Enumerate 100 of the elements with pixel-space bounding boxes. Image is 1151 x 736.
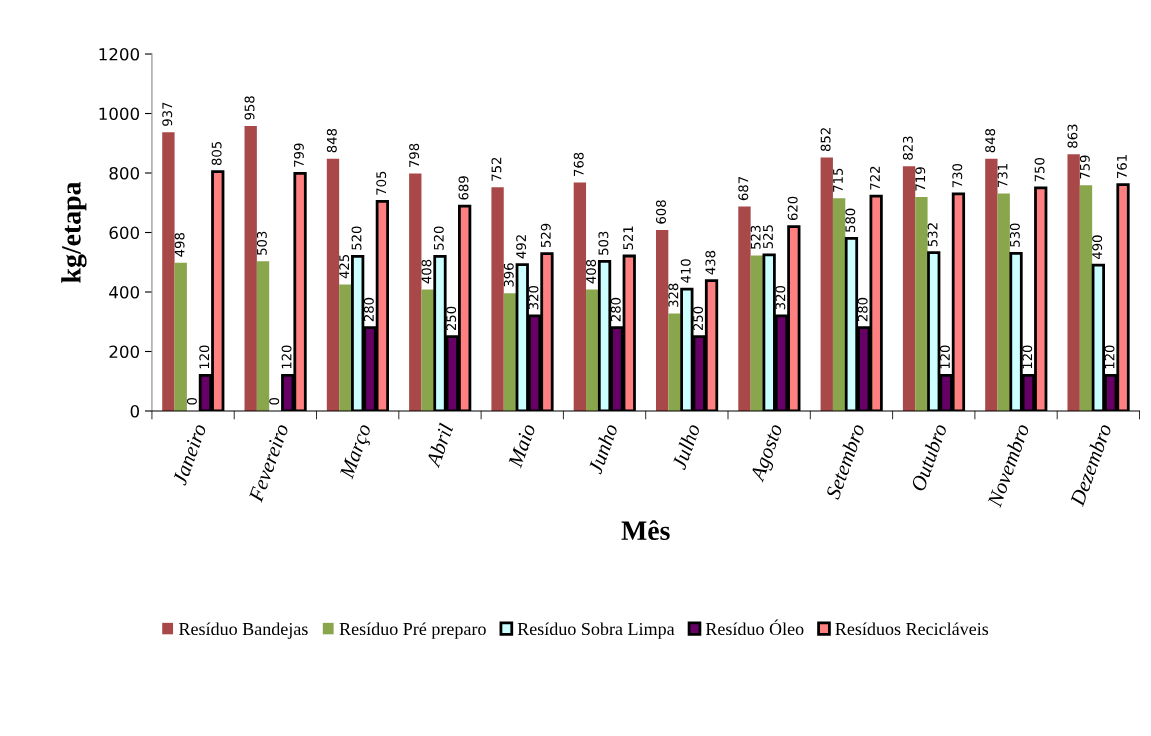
data-label: 250 [446, 306, 457, 331]
bar [586, 289, 599, 411]
data-label: 580 [845, 208, 856, 232]
data-label: 120 [199, 345, 210, 369]
data-label: 722 [869, 166, 880, 190]
bar [1067, 154, 1080, 411]
data-label: 525 [763, 225, 773, 249]
x-axis-title: Mês [621, 520, 670, 541]
data-label: 731 [997, 164, 1008, 187]
data-label: 608 [656, 200, 666, 224]
data-label: 798 [409, 143, 420, 167]
data-label: 396 [503, 263, 514, 287]
bar [256, 261, 270, 411]
legend-label: Resíduos Recicláveis [835, 622, 989, 636]
data-label: 532 [927, 223, 938, 247]
data-label: 848 [326, 128, 337, 153]
x-tick-label: Junho [587, 422, 619, 475]
data-label: 438 [705, 250, 716, 275]
data-label: 408 [421, 259, 432, 284]
data-label: 120 [1104, 345, 1115, 369]
data-label: 280 [363, 297, 374, 322]
data-label: 503 [598, 231, 609, 255]
bar [738, 206, 751, 411]
y-tick-label: 0 [130, 404, 140, 418]
bar [915, 197, 928, 411]
bar [902, 166, 916, 411]
data-label: 719 [915, 167, 926, 191]
data-label: 410 [680, 259, 691, 283]
data-label: 523 [750, 225, 761, 249]
bar [326, 158, 340, 411]
data-label: 705 [376, 171, 387, 195]
data-label: 761 [1116, 155, 1127, 178]
legend-label: Resíduo Bandejas [179, 622, 308, 639]
bar [656, 230, 669, 411]
bar [339, 284, 352, 411]
data-label: 521 [623, 226, 634, 250]
data-label: 320 [528, 285, 539, 310]
y-axis-title: kg/etapa [61, 181, 87, 283]
data-label: 425 [339, 254, 350, 279]
data-label: 750 [1034, 158, 1045, 182]
data-label: 280 [857, 297, 868, 322]
x-tick-label: Agosto [749, 422, 787, 485]
bar [162, 132, 175, 411]
data-label: 863 [1067, 124, 1078, 148]
x-tick-label: Janeiro [172, 422, 207, 486]
y-tick-label: 1000 [99, 107, 140, 121]
y-tick-label: 1200 [99, 47, 140, 61]
data-label: 498 [174, 233, 185, 257]
x-tick-label: Maio [507, 422, 536, 469]
bar [491, 187, 504, 411]
data-label: 620 [787, 196, 798, 221]
data-label: 689 [458, 176, 469, 200]
data-label: 768 [573, 152, 584, 176]
y-tick-label: 800 [109, 166, 140, 180]
data-label: 120 [939, 345, 950, 369]
bar [244, 126, 257, 411]
bar [503, 293, 517, 411]
data-label: 730 [952, 163, 963, 188]
data-label: 280 [610, 297, 621, 322]
data-label: 799 [293, 143, 304, 167]
data-label: 687 [738, 177, 749, 201]
data-label: 823 [902, 136, 913, 160]
bar [750, 255, 763, 411]
data-label: 530 [1009, 223, 1020, 247]
bar [421, 289, 434, 411]
bar [985, 158, 998, 411]
data-label: 490 [1092, 235, 1103, 260]
data-label: 503 [256, 231, 267, 255]
data-label: 937 [162, 102, 173, 126]
data-label: 759 [1079, 155, 1090, 179]
bar [409, 173, 422, 411]
legend-label: Resíduo Óleo [705, 619, 804, 636]
data-label: 120 [281, 345, 292, 369]
x-tick-label: Março [339, 422, 376, 481]
bar [668, 313, 681, 411]
bar [997, 193, 1010, 411]
data-label: 848 [985, 128, 996, 153]
data-label: 320 [775, 285, 786, 310]
data-label: 0 [269, 397, 280, 405]
data-label: 752 [491, 157, 502, 181]
y-tick-label: 200 [109, 345, 140, 359]
legend-label: Resíduo Sobra Limpa [517, 622, 675, 639]
bar [1079, 185, 1093, 411]
data-label: 852 [820, 128, 831, 152]
y-tick-label: 400 [109, 285, 140, 299]
data-label: 520 [351, 226, 362, 250]
bar [573, 182, 587, 411]
x-tick-label: Julho [671, 422, 701, 471]
data-label: 805 [211, 141, 222, 166]
data-label: 958 [244, 96, 255, 120]
bar [820, 157, 833, 411]
x-tick-label: Abril [424, 422, 454, 469]
data-label: 328 [668, 283, 679, 307]
data-label: 250 [693, 306, 704, 331]
data-label: 520 [433, 226, 444, 250]
bar [832, 198, 846, 411]
legend-label: Resíduo Pré preparo [339, 622, 486, 639]
data-label: 0 [186, 397, 197, 405]
data-label: 408 [586, 259, 597, 284]
bar [174, 262, 187, 411]
